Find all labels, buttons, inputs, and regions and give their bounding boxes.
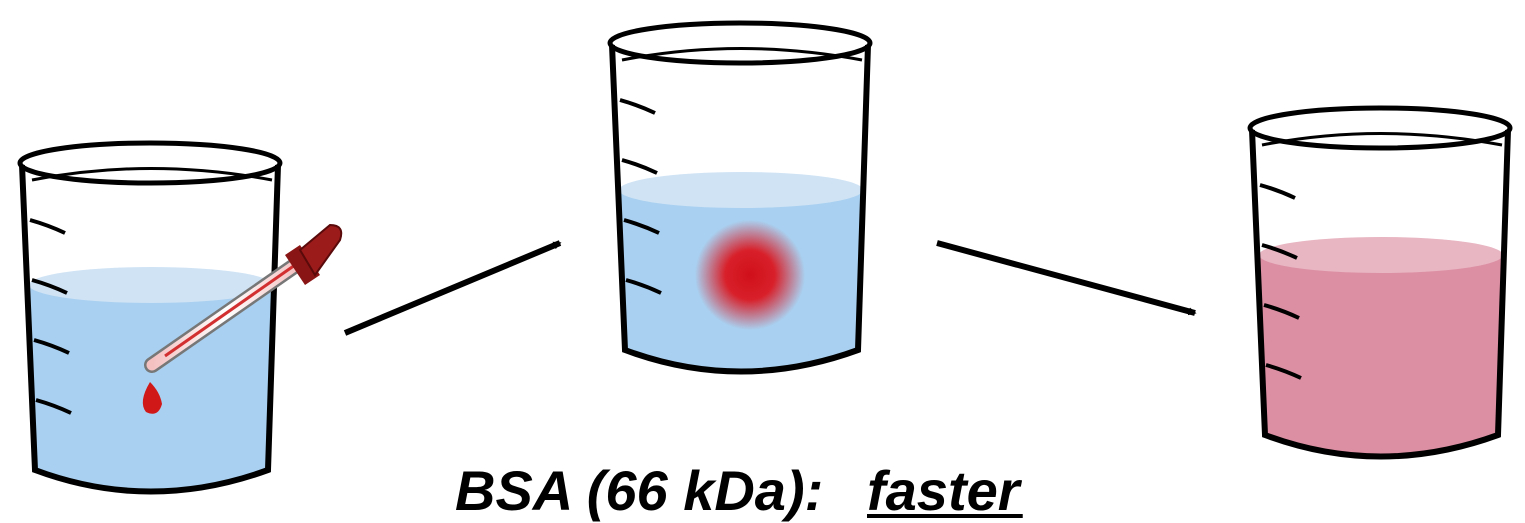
diagram: BSA (66 kDa): faster	[0, 0, 1525, 523]
caption-result: faster	[867, 459, 1023, 522]
page: {"caption": {"label": "BSA (66 kDa):", "…	[0, 0, 1525, 523]
beaker-1	[20, 143, 280, 492]
arrow	[345, 243, 560, 333]
beaker-3	[1250, 108, 1510, 457]
beaker-2	[610, 23, 870, 372]
caption-label: BSA (66 kDa):	[455, 459, 823, 522]
arrow	[937, 243, 1195, 313]
